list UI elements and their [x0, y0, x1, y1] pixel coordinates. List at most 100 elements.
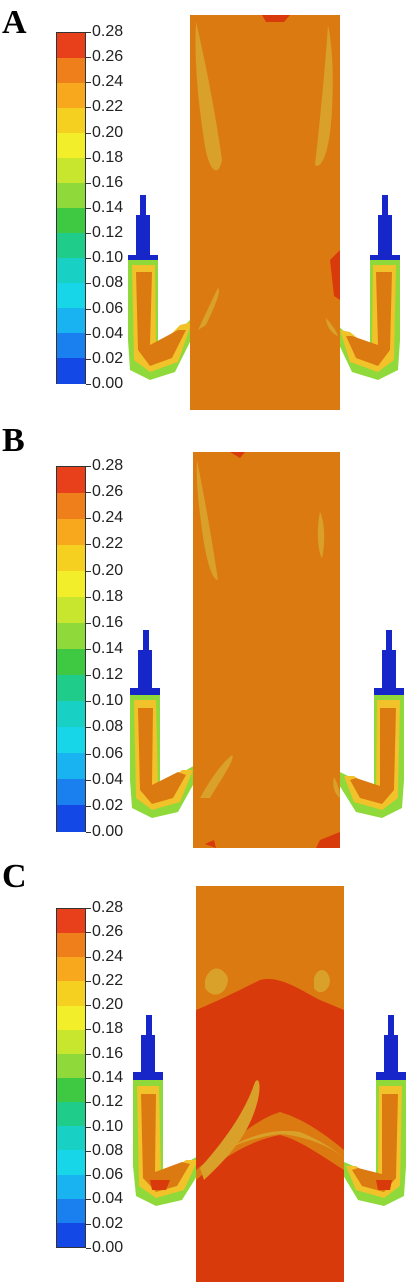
colorbar-segment — [57, 649, 85, 676]
colorbar-b — [56, 466, 86, 832]
colorbar-tick — [86, 544, 91, 546]
colorbar-tick-label: 0.10 — [92, 1117, 124, 1135]
colorbar-tick-label: 0.26 — [92, 483, 124, 501]
colorbar-segment — [57, 675, 85, 702]
colorbar-tick-label: 0.16 — [92, 173, 124, 191]
colorbar-tick — [86, 384, 91, 385]
colorbar-segment — [57, 358, 85, 384]
colorbar-segment — [57, 83, 85, 109]
right-nozzle-b — [336, 630, 404, 818]
colorbar-tick-label: 0.10 — [92, 692, 124, 710]
colorbar-segment — [57, 108, 85, 134]
colorbar-tick-label: 0.02 — [92, 796, 124, 814]
colorbar-tick-label: 0.26 — [92, 923, 124, 941]
colorbar-tick — [86, 932, 91, 934]
colorbar-segment — [57, 1174, 85, 1200]
colorbar-tick — [86, 622, 91, 624]
colorbar-tick-label: 0.08 — [92, 274, 124, 292]
colorbar-segment — [57, 701, 85, 728]
colorbar-segment — [57, 981, 85, 1007]
colorbar-tick — [86, 956, 91, 958]
colorbar-segment — [57, 753, 85, 780]
colorbar-tick — [86, 358, 91, 360]
colorbar-tick-label: 0.24 — [92, 947, 124, 965]
colorbar-tick-label: 0.08 — [92, 1141, 124, 1159]
colorbar-tick-label: 0.18 — [92, 1020, 124, 1038]
colorbar-segment — [57, 727, 85, 754]
colorbar-tick — [86, 675, 91, 677]
colorbar-segment — [57, 623, 85, 650]
colorbar-tick — [86, 518, 91, 520]
colorbar-tick-label: 0.04 — [92, 770, 124, 788]
colorbar-segment — [57, 493, 85, 520]
colorbar-segment — [57, 933, 85, 958]
colorbar-segment — [57, 519, 85, 546]
colorbar-tick — [86, 1223, 91, 1225]
colorbar-tick — [86, 1102, 91, 1104]
colorbar-tick-label: 0.02 — [92, 1214, 124, 1232]
right-nozzle-c — [340, 1015, 406, 1206]
colorbar-tick-label: 0.12 — [92, 1093, 124, 1111]
colorbar-segment — [57, 909, 85, 934]
colorbar-tick-label: 0.28 — [92, 899, 124, 916]
colorbar-tick-label: 0.06 — [92, 744, 124, 762]
colorbar-tick-label: 0.00 — [92, 823, 124, 840]
colorbar-segment — [57, 957, 85, 982]
colorbar-segment — [57, 1078, 85, 1103]
colorbar-segment — [57, 183, 85, 209]
colorbar-segment — [57, 1222, 85, 1248]
colorbar-tick-label: 0.12 — [92, 224, 124, 242]
panel-letter-a: A — [2, 4, 27, 41]
colorbar-segment — [57, 805, 85, 832]
colorbar-tick-label: 0.12 — [92, 666, 124, 684]
colorbar-tick — [86, 701, 91, 703]
colorbar-tick — [86, 570, 91, 572]
colorbar-segment — [57, 133, 85, 159]
colorbar-tick-label: 0.14 — [92, 199, 124, 216]
panel-letter-b: B — [2, 422, 25, 459]
colorbar-tick — [86, 1248, 91, 1249]
colorbar-tick — [86, 208, 91, 209]
colorbar-tick — [86, 832, 91, 833]
colorbar-tick-label: 0.20 — [92, 996, 124, 1014]
colorbar-tick-label: 0.24 — [92, 509, 124, 527]
colorbar-tick — [86, 596, 91, 598]
colorbar-tick-label: 0.24 — [92, 73, 124, 91]
colorbar-tick-label: 0.06 — [92, 1166, 124, 1184]
colorbar-tick — [86, 132, 91, 134]
colorbar-tick — [86, 1175, 91, 1177]
mold-body-a — [190, 15, 340, 410]
panel-a: A 0.28 0.26 0.24 0.22 0.20 0.18 0.16 0.14 0.12 0.… — [0, 0, 408, 420]
contour-plot-b — [130, 452, 404, 848]
colorbar-c — [56, 908, 86, 1248]
left-nozzle-c — [133, 1015, 202, 1206]
colorbar-segment — [57, 1102, 85, 1127]
colorbar-tick — [86, 1150, 91, 1152]
colorbar-tick-label: 0.28 — [92, 23, 124, 40]
colorbar-tick-label: 0.22 — [92, 971, 124, 989]
colorbar-tick-label: 0.18 — [92, 587, 124, 605]
colorbar-tick — [86, 283, 91, 285]
colorbar-segment — [57, 33, 85, 59]
colorbar-tick-label: 0.04 — [92, 1190, 124, 1208]
colorbar-tick — [86, 753, 91, 755]
colorbar-tick-label: 0.22 — [92, 98, 124, 116]
colorbar-tick — [86, 466, 91, 467]
colorbar-tick — [86, 233, 91, 235]
colorbar-tick — [86, 32, 91, 33]
colorbar-segment — [57, 597, 85, 624]
colorbar-tick — [86, 82, 91, 84]
colorbar-tick — [86, 727, 91, 729]
colorbar-segment — [57, 333, 85, 359]
colorbar-tick — [86, 107, 91, 109]
colorbar-tick — [86, 1029, 91, 1031]
colorbar-segment — [57, 158, 85, 184]
colorbar-segment — [57, 308, 85, 334]
colorbar-tick — [86, 1126, 91, 1128]
colorbar-tick — [86, 779, 91, 781]
colorbar-tick-label: 0.02 — [92, 349, 124, 367]
colorbar-tick — [86, 1199, 91, 1201]
colorbar-tick — [86, 1005, 91, 1007]
colorbar-tick-label: 0.28 — [92, 457, 124, 474]
colorbar-tick-label: 0.16 — [92, 1044, 124, 1062]
